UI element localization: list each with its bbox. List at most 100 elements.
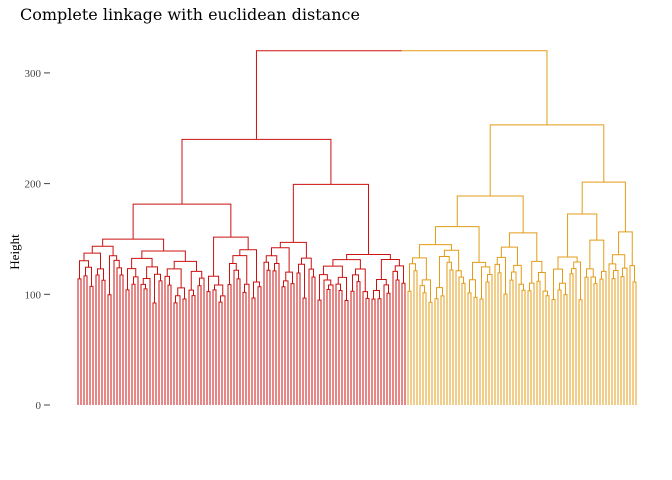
dendrogram-merge-180 [611,278,616,405]
dendrogram-merge-5 [79,260,89,279]
dendrogram-merge-30 [158,280,163,405]
dendrogram-merge-55 [233,269,239,405]
dendrogram-merge-14 [107,294,112,405]
dendrogram-merge-110 [456,195,524,233]
dendrogram-merge-128 [455,270,462,405]
dendrogram-merge-172 [590,276,596,405]
dendrogram-merge-171 [584,276,589,405]
dendrogram-merge-111 [434,226,480,263]
dendrogram-merge-161 [551,298,556,405]
dendrogram-merge-20 [127,268,137,290]
dendrogram-merge-169 [589,239,605,272]
dendrogram-merge-70 [285,271,293,284]
dendrogram-merge-162 [559,282,566,295]
dendrogram-merge-23 [131,283,136,405]
dendrogram-merge-99 [376,278,387,291]
dendrogram-merge-181 [622,267,628,405]
dendrogram-merge-164 [563,294,568,405]
dendrogram-merge-112 [418,244,452,258]
dendrogram-merge-15 [113,259,120,405]
dendrogram-merge-25 [142,278,151,405]
dendrogram-merge-44 [213,236,249,277]
dendrogram-merge-160 [553,268,563,300]
dendrogram-merge-81 [332,259,361,270]
chart-title: Complete linkage with euclidean distance [20,5,360,24]
y-axis-title: Height [7,234,22,270]
dendrogram-merge-88 [337,276,347,301]
dendrogram-root-branch-0 [255,50,402,140]
dendrogram-merge-76 [296,272,301,405]
dendrogram-merge-95 [356,281,361,405]
dendrogram-merge-127 [449,269,454,405]
dendrogram-merge-77 [302,297,307,405]
dendrogram-merge-129 [458,276,464,405]
dendrogram-merge-47 [214,284,224,296]
dendrogram-merge-158 [567,213,598,258]
dendrogram-merge-109 [489,124,605,196]
dendrogram-merge-16 [116,267,122,405]
dendrogram-merge-97 [365,297,370,405]
dendrogram-merge-60 [251,297,256,405]
dendrogram-merge-124 [434,298,439,405]
dendrogram-merge-174 [601,270,607,405]
dendrogram-merge-42 [199,277,205,405]
dendrogram-merge-120 [428,301,433,405]
dendrogram-merge-92 [355,268,366,292]
dendrogram-merge-7 [85,266,92,287]
dendrogram-merge-101 [371,298,376,405]
dendrogram-merge-144 [503,293,508,405]
dendrogram-merge-8 [83,275,88,405]
dendrogram-merge-59 [253,281,260,299]
dendrogram-merge-93 [352,274,359,292]
dendrogram-merge-19 [131,257,153,269]
dendrogram-merge-35 [177,287,185,300]
dendrogram-merge-45 [208,275,220,292]
dendrogram-merge-155 [542,290,548,405]
dendrogram-merge-163 [557,289,562,405]
dendrogram-merge-84 [317,299,322,405]
dendrogram-merge-168 [578,299,583,405]
dendrogram-merge-43 [197,285,202,405]
dendrogram-tree [77,50,637,405]
dendrogram-merge-73 [290,283,295,405]
dendrogram-merge-105 [394,265,404,284]
dendrogram-merge-115 [407,290,412,405]
dendrogram-merge-182 [620,276,625,405]
dendrogram-merge-143 [497,272,502,405]
dendrogram-merge-28 [154,273,161,303]
dendrogram-merge-141 [496,256,506,295]
y-tick-label-100: 100 [25,289,42,301]
dendrogram-merge-184 [632,281,637,405]
y-tick-label-0: 0 [36,400,42,412]
dendrogram-merge-39 [190,270,203,291]
dendrogram-merge-119 [422,292,427,405]
dendrogram-merge-123 [436,287,443,299]
dendrogram-merge-100 [373,290,380,300]
dendrogram-merge-139 [508,232,538,262]
dendrogram-merge-151 [529,282,535,405]
dendrogram-merge-149 [521,289,526,405]
dendrogram-merge-166 [571,268,577,405]
dendrogram-merge-58 [242,291,247,405]
dendrogram-merge-68 [274,262,280,405]
dendrogram-merge-135 [481,266,491,300]
dendrogram-merge-138 [485,281,490,405]
dendrogram-merge-173 [593,283,598,405]
dendrogram-merge-98 [380,258,400,280]
dendrogram-merge-74 [301,257,312,270]
dendrogram-merge-114 [409,263,416,292]
dendrogram-merge-117 [421,279,431,303]
dendrogram-merge-125 [440,295,445,405]
dendrogram-merge-27 [143,288,148,405]
dendrogram-merge-80 [346,253,391,260]
dendrogram-merge-146 [511,271,517,405]
dendrogram-merge-37 [173,302,178,405]
dendrogram-merge-145 [513,264,522,285]
dendrogram-merge-156 [545,295,550,405]
dendrogram-merge-67 [266,269,271,405]
dendrogram-merge-85 [323,279,332,405]
dendrogram-merge-107 [395,279,400,405]
dendrogram-merge-157 [581,181,626,232]
dendrogram-merge-86 [328,284,334,405]
